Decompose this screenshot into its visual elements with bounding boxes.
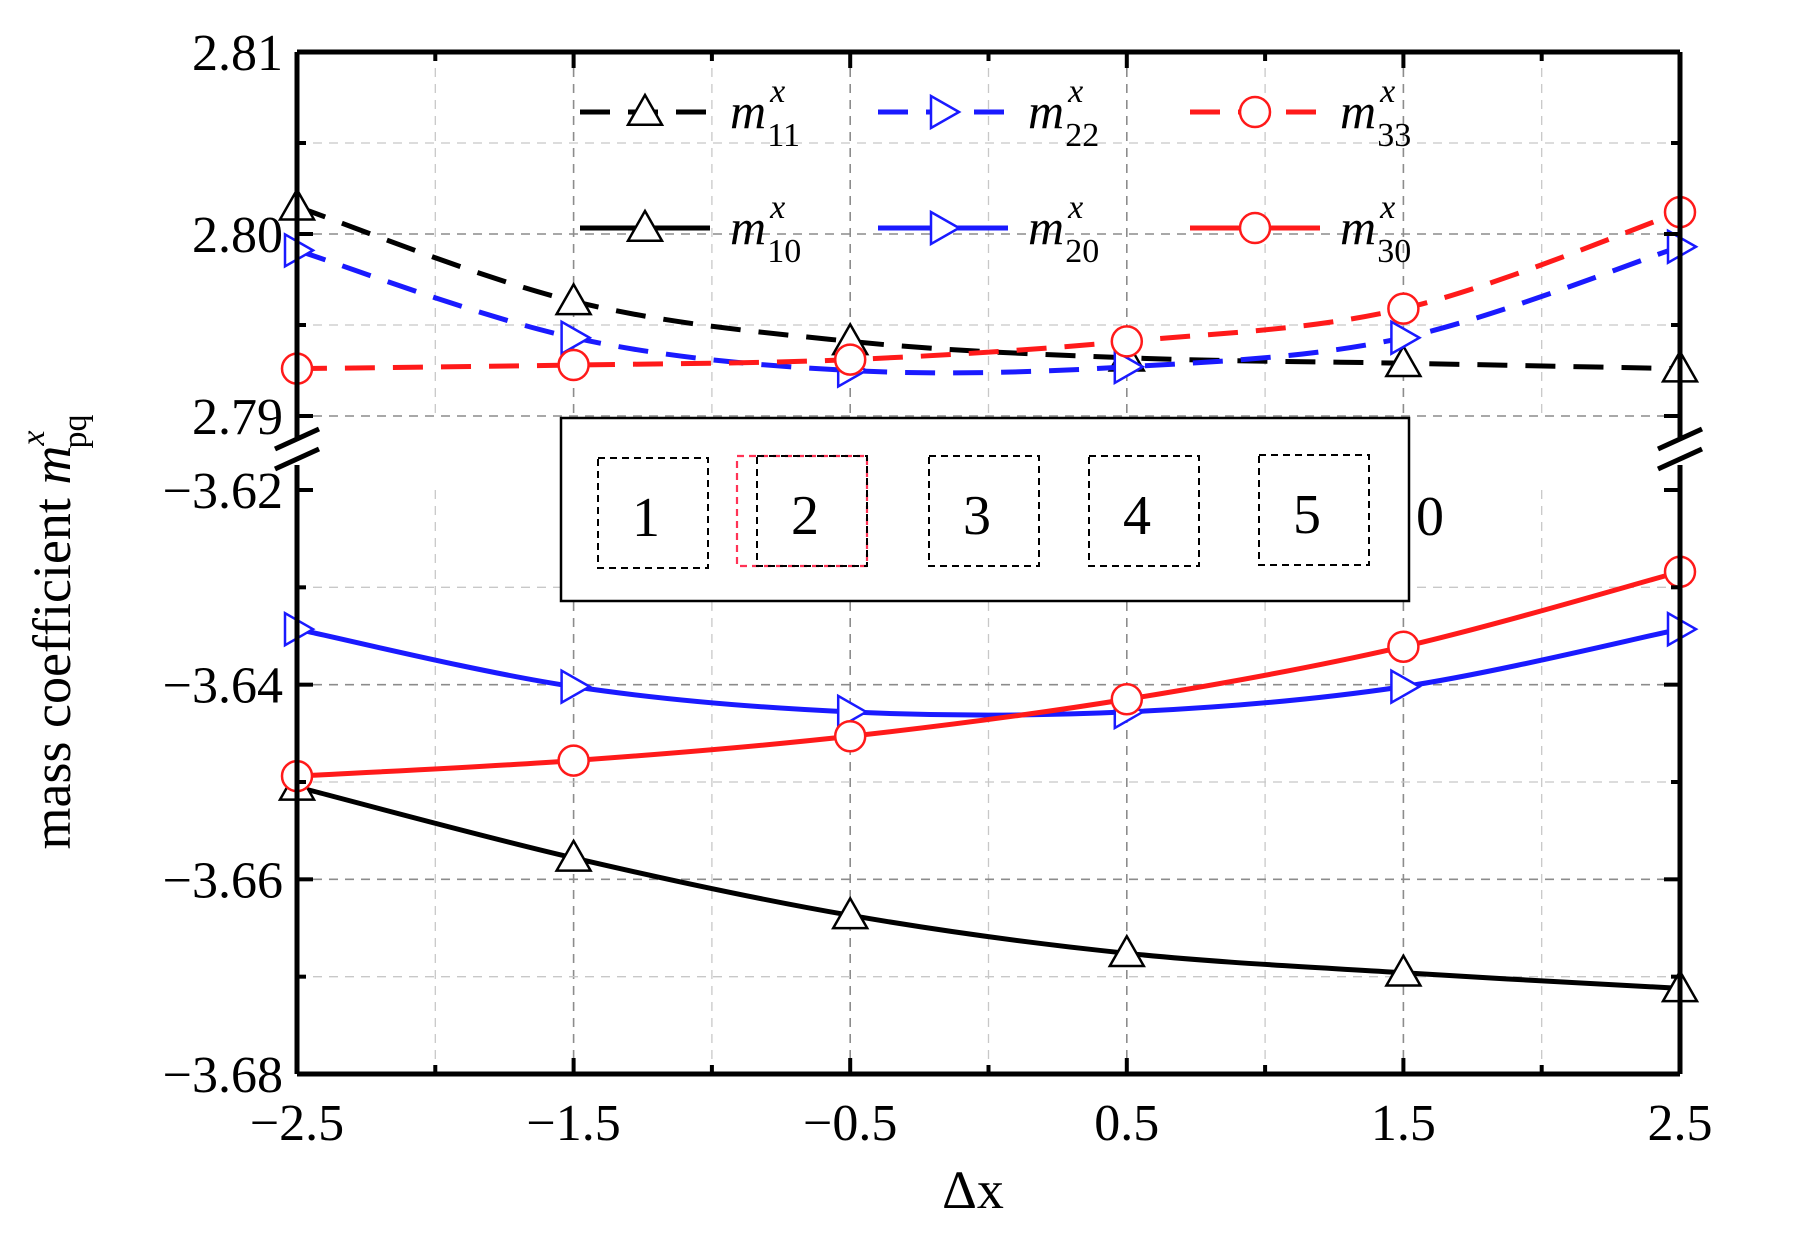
inset-box [928,455,1040,567]
x-tick-label: 2.5 [1648,1095,1713,1152]
legend-label: m x 30 [1340,189,1411,270]
data-point-22 [560,319,593,356]
y-tick-label: 2.79 [192,389,283,446]
data-point-33 [1110,325,1144,358]
x-tick-label: −0.5 [803,1095,897,1152]
legend-swatch-marker [929,209,962,247]
data-point-30 [1387,630,1420,663]
y-tick-label: −3.62 [163,463,283,520]
legend-item-20: m x 20 [878,189,1099,270]
y-tick-label: 2.81 [192,25,283,82]
axis-break-mark [273,446,321,472]
series-line-22 [296,244,1681,376]
inset-box-label: 4 [1123,485,1151,547]
data-point-33 [557,348,590,382]
y-tick-label: 2.80 [192,207,283,264]
axis-break-mark [273,426,321,452]
data-point-30 [1110,683,1144,716]
legend-item-10: m x 10 [580,189,801,270]
y-axis-label: mass coefficient mx pq [15,415,94,850]
inset-box [756,455,868,567]
series-line-33 [296,209,1681,372]
legend-label: m x 11 [730,73,800,154]
axis-break-mark [1656,446,1704,472]
inset-box-label: 2 [791,485,819,547]
data-point-10 [554,838,593,872]
y-axis-label-symbol: m [22,446,82,485]
series-33 [280,195,1697,385]
x-axis-label: Δx [942,1160,1004,1220]
legend-label: m x 10 [730,189,801,270]
y-tick-label: −3.66 [163,852,283,909]
legend-label: m x 20 [1028,189,1099,270]
inset-box-label: 5 [1293,484,1321,546]
data-point-33 [833,343,867,376]
data-point-22 [1113,348,1146,386]
legend-label: m x 22 [1028,73,1099,154]
series-line-10 [296,784,1681,991]
data-point-10 [1107,933,1146,968]
series-layer [277,187,1700,1003]
series-10 [277,767,1700,1003]
legend-item-30: m x 30 [1190,189,1411,270]
legend-swatch-marker [929,93,962,131]
series-line-20 [296,626,1681,718]
data-point-10 [831,895,870,930]
y-axis-label-sup: x [15,431,52,447]
series-22 [283,228,1699,389]
inset-box-label: 1 [632,487,660,549]
inset-diagram: 1 2 3 4 5 0 [559,416,1444,603]
legend-swatch-marker [625,92,665,126]
series-20 [283,611,1699,731]
axis-ticks: −2.5 −1.5 −0.5 0.5 1.5 2.5 2.79 2.80 2.81 −3.68 −3… [163,25,1713,1152]
inset-box [1088,455,1200,567]
legend-item-22: m x 22 [878,73,1099,154]
legend-swatch-marker [625,208,665,242]
inset-frame [559,416,1411,603]
series-30 [280,555,1697,793]
data-point-30 [833,720,867,753]
data-point-20 [560,668,593,705]
data-point-10 [1384,953,1423,987]
legend: m x 11 m x 22 m x 33 m x 10 m x 20 m x 30 [580,73,1411,270]
inset-box-label: 3 [963,485,991,547]
data-point-20 [836,693,869,731]
inset-box [1258,454,1370,566]
inset-box-highlight [735,454,869,568]
data-point-11 [1384,343,1423,378]
data-point-20 [1390,668,1422,705]
axis-break-mark [1656,426,1704,452]
inset-trailing-label: 0 [1416,486,1444,548]
series-line-30 [296,569,1681,779]
legend-swatch-marker [1238,211,1272,245]
y-axis-label-text: mass coefficient [22,485,82,850]
x-tick-label: 0.5 [1094,1095,1159,1152]
y-axis-label-sub: pq [57,415,94,449]
y-tick-label: −3.64 [163,658,283,715]
legend-swatch-marker [1238,95,1272,129]
legend-item-11: m x 11 [580,73,800,154]
data-point-11 [554,281,593,316]
data-point-30 [557,744,590,777]
y-tick-label: −3.68 [163,1047,283,1104]
x-tick-label: −2.5 [250,1095,344,1152]
legend-item-33: m x 33 [1190,73,1411,154]
series-line-11 [296,204,1681,372]
inset-box [597,457,709,569]
x-tick-label: 1.5 [1371,1095,1436,1152]
data-point-33 [1387,292,1420,325]
legend-label: m x 33 [1340,73,1411,154]
data-point-22 [1390,319,1422,356]
x-tick-label: −1.5 [526,1095,620,1152]
